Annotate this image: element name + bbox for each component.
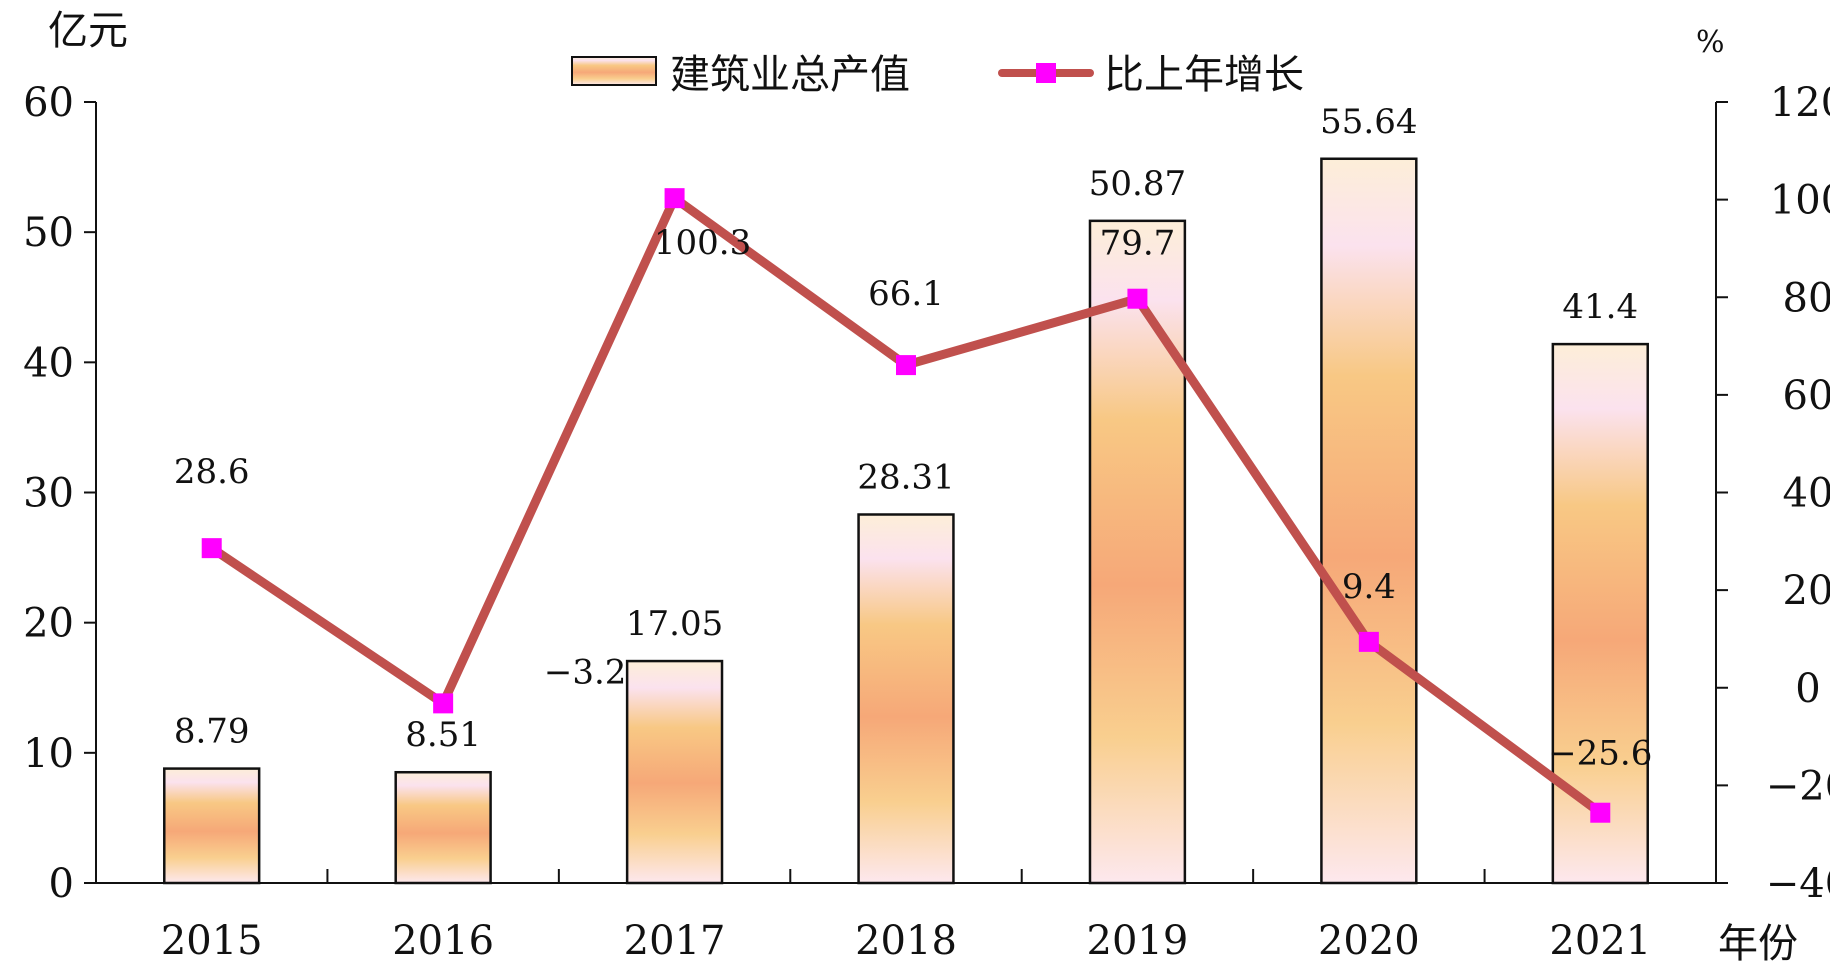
line-marker xyxy=(896,355,916,376)
growth-value-label: 9.4 xyxy=(1342,567,1396,607)
bar xyxy=(163,767,261,885)
x-axis-ticks: 2015 2016 2017 2018 2019 2020 2021 xyxy=(161,869,1651,964)
right-tick-label: 120 xyxy=(1770,80,1830,126)
data-labels: 8.79 8.51 17.05 28.31 50.87 55.64 41.4 28.6 −3.2… xyxy=(174,102,1653,774)
growth-value-label: 79.7 xyxy=(1100,224,1176,264)
growth-value-label: −3.2 xyxy=(544,652,627,692)
left-tick-label: 20 xyxy=(23,601,74,647)
right-tick-label: −20 xyxy=(1766,763,1830,809)
x-tick-label: 2019 xyxy=(1087,918,1189,964)
bar xyxy=(625,659,724,885)
growth-value-label: 66.1 xyxy=(868,274,944,314)
left-tick-label: 50 xyxy=(23,210,74,256)
left-tick-label: 60 xyxy=(23,80,74,126)
right-y-ticks: −40 −20 0 20 40 60 80 100 120 xyxy=(1716,80,1830,907)
line-marker xyxy=(1590,802,1611,823)
x-tick-label: 2015 xyxy=(161,918,263,964)
right-tick-label: 80 xyxy=(1783,275,1830,321)
right-tick-label: 100 xyxy=(1770,178,1830,224)
bar-value-label: 8.79 xyxy=(174,712,250,752)
bar-value-label: 55.64 xyxy=(1320,102,1417,142)
bar xyxy=(1320,157,1418,885)
x-tick-label: 2016 xyxy=(392,918,494,964)
line-marker xyxy=(1127,288,1148,309)
bar-value-label: 28.31 xyxy=(857,457,954,497)
left-tick-label: 10 xyxy=(23,731,74,777)
line-marker xyxy=(1358,631,1379,652)
x-tick-label: 2020 xyxy=(1318,918,1420,964)
left-axis-unit: 亿元 xyxy=(48,8,128,54)
growth-value-label: 100.3 xyxy=(654,223,751,263)
left-tick-label: 30 xyxy=(23,471,74,517)
right-tick-label: 20 xyxy=(1783,568,1830,614)
legend: 建筑业总产值 比上年增长 xyxy=(571,52,1304,98)
legend-swatch-bar xyxy=(571,56,657,86)
legend-label-bar: 建筑业总产值 xyxy=(670,52,910,98)
line-marker xyxy=(433,693,454,714)
bar-value-label: 8.51 xyxy=(405,715,481,755)
line-series xyxy=(201,188,1611,823)
left-tick-label: 40 xyxy=(23,340,74,386)
bar-value-label: 17.05 xyxy=(626,604,723,644)
legend-swatch-marker xyxy=(1036,63,1056,83)
x-axis-label: 年份 xyxy=(1718,921,1798,967)
x-tick-label: 2018 xyxy=(855,918,957,964)
right-tick-label: 0 xyxy=(1795,666,1820,712)
right-tick-label: −40 xyxy=(1766,861,1830,907)
bar xyxy=(1551,342,1649,885)
x-tick-label: 2017 xyxy=(624,918,726,964)
bar xyxy=(857,513,955,885)
x-tick-label: 2021 xyxy=(1549,918,1651,964)
bar xyxy=(1088,219,1187,885)
right-axis-unit: % xyxy=(1696,25,1725,60)
growth-value-label: 28.6 xyxy=(174,452,250,492)
legend-label-line: 比上年增长 xyxy=(1104,52,1304,98)
bar-value-label: 50.87 xyxy=(1089,164,1186,204)
right-tick-label: 40 xyxy=(1783,471,1830,517)
right-tick-label: 60 xyxy=(1783,373,1830,419)
bar-value-label: 41.4 xyxy=(1562,287,1638,327)
left-y-ticks: 0 10 20 30 40 50 60 xyxy=(23,80,96,907)
bar xyxy=(394,770,492,885)
bar-series xyxy=(163,157,1649,885)
line-marker xyxy=(664,188,685,209)
line-marker xyxy=(201,538,222,559)
left-tick-label: 0 xyxy=(49,861,74,907)
growth-value-label: −25.6 xyxy=(1548,734,1652,774)
